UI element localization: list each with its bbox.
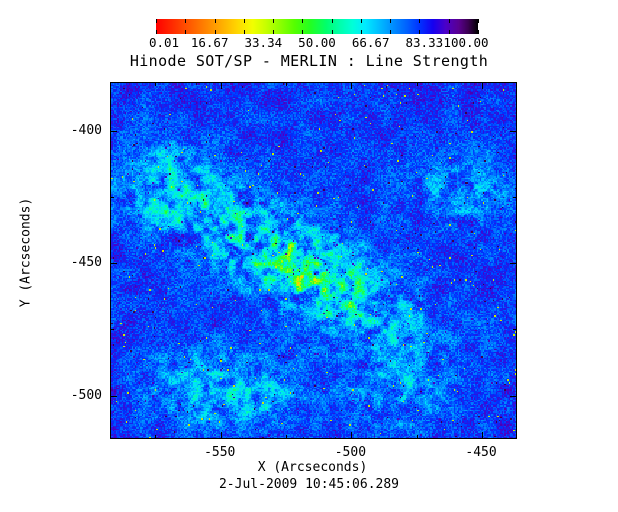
- x-tickmark: [221, 432, 222, 438]
- colorbar-tick: [419, 19, 420, 23]
- colorbar-tick: [361, 19, 362, 23]
- colorbar-tick: [478, 30, 479, 34]
- y-tick-label: -400: [70, 122, 102, 138]
- colorbar-tick: [390, 19, 391, 23]
- colorbar-tick-labels: 0.01 16.67 33.34 50.00 66.67 83.33 100.00: [0, 36, 618, 50]
- colorbar-tick: [156, 19, 157, 23]
- y-axis-title: Y (Arcseconds): [18, 197, 34, 308]
- x-tickmark: [351, 432, 352, 438]
- colorbar-tick: [244, 19, 245, 23]
- colorbar-tick: [302, 19, 303, 23]
- x-tickmark: [482, 83, 483, 89]
- y-tickmark: [510, 131, 516, 132]
- plot-area: [110, 82, 517, 439]
- colorbar-label: 83.33: [405, 35, 444, 50]
- x-tick-label: -500: [334, 445, 367, 460]
- y-tickmark: [510, 396, 516, 397]
- x-tick-label: -450: [465, 445, 497, 460]
- x-minor-tickmark: [155, 435, 156, 438]
- colorbar-tick: [273, 19, 274, 23]
- colorbar-tick: [332, 30, 333, 34]
- colorbar-tick: [273, 30, 274, 34]
- colorbar-tick: [302, 30, 303, 34]
- y-tick-label: -500: [70, 387, 102, 403]
- page-title: Hinode SOT/SP - MERLIN : Line Strength: [129, 52, 489, 70]
- colorbar-tick: [156, 30, 157, 34]
- colorbar-tick: [449, 19, 450, 23]
- y-minor-tickmark: [513, 329, 516, 330]
- x-minor-tickmark: [286, 435, 287, 438]
- colorbar-tick: [215, 19, 216, 23]
- y-tickmark: [111, 396, 117, 397]
- x-tickmark: [351, 83, 352, 89]
- x-minor-tickmark: [155, 83, 156, 86]
- colorbar-label: 66.67: [351, 35, 390, 50]
- timestamp-label: 2-Jul-2009 10:45:06.289: [218, 477, 399, 492]
- colorbar-label: 16.67: [190, 35, 229, 50]
- colorbar: [156, 19, 479, 34]
- colorbar-tick: [215, 30, 216, 34]
- x-minor-tickmark: [417, 83, 418, 86]
- x-minor-tickmark: [417, 435, 418, 438]
- colorbar-label: 33.34: [244, 35, 283, 50]
- x-tickmark: [221, 83, 222, 89]
- y-minor-tickmark: [111, 197, 114, 198]
- y-tickmark: [111, 263, 117, 264]
- y-minor-tickmark: [111, 329, 114, 330]
- colorbar-tick: [390, 30, 391, 34]
- colorbar-gradient: [156, 19, 478, 34]
- x-tickmark: [482, 432, 483, 438]
- y-minor-tickmark: [513, 197, 516, 198]
- colorbar-label: 50.00: [298, 35, 336, 50]
- colorbar-tick: [185, 19, 186, 23]
- y-tickmark: [111, 131, 117, 132]
- x-axis-title: X (Arcseconds): [257, 460, 368, 475]
- colorbar-tick: [361, 30, 362, 34]
- colorbar-tick: [419, 30, 420, 34]
- x-tick-label: -550: [204, 445, 236, 460]
- x-minor-tickmark: [286, 83, 287, 86]
- colorbar-tick: [449, 30, 450, 34]
- heatmap-image: [111, 83, 516, 438]
- colorbar-tick: [478, 19, 479, 23]
- colorbar-tick: [185, 30, 186, 34]
- colorbar-label: 0.01: [148, 35, 180, 50]
- y-tick-label: -450: [70, 255, 102, 271]
- colorbar-label: 100.00: [443, 35, 489, 50]
- y-tickmark: [510, 263, 516, 264]
- colorbar-tick: [332, 19, 333, 23]
- colorbar-tick: [244, 30, 245, 34]
